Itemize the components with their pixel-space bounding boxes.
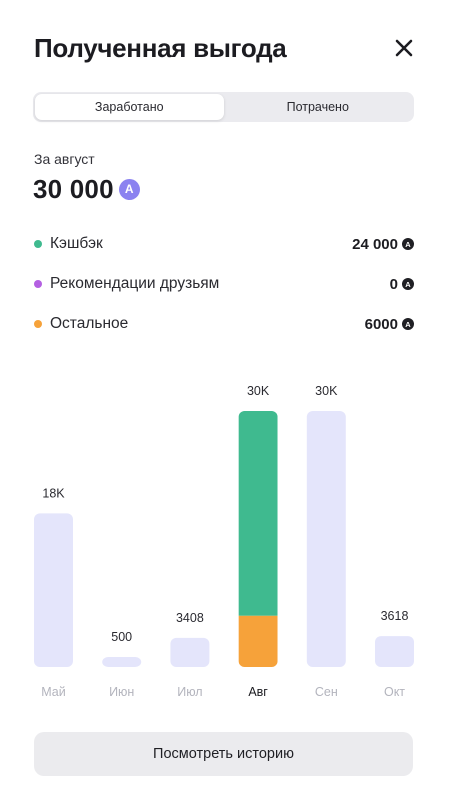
breakdown-row-other: Остальное 6000 A [34, 313, 414, 335]
bar-Июл[interactable] [170, 637, 210, 667]
bar-value-label: 30K [247, 384, 270, 398]
currency-icon: A [118, 178, 140, 200]
bar-Окт[interactable] [375, 636, 414, 667]
tab-earned[interactable]: Заработано [35, 94, 224, 120]
bar-Июн[interactable] [102, 657, 142, 667]
currency-icon: A [402, 238, 414, 250]
page-title: Полученная выгода [34, 33, 287, 63]
tab-spent[interactable]: Потрачено [286, 100, 349, 114]
bar-Май[interactable] [34, 513, 73, 667]
period-label: За август [34, 151, 95, 167]
chart-svg: 18K Май 500 Июн 3408 Июл 30K Авг 30K Сен 3618 Окт [34, 384, 414, 699]
breakdown-value: 24 000 A [352, 236, 414, 253]
total-value: 30 000 [33, 173, 114, 204]
breakdown-row-cashback: Кэшбэк 24 000 A [34, 233, 414, 255]
breakdown-label: Рекомендации друзьям [50, 275, 220, 292]
bar-segment-Кэшбэк [238, 411, 278, 616]
breakdown-value: 6000 A [365, 316, 414, 333]
breakdown-row-referrals: Рекомендации друзьям 0 A [34, 273, 414, 295]
breakdown-label: Остальное [50, 315, 129, 332]
bar-value-label: 18K [42, 486, 65, 500]
view-history-button[interactable]: Посмотреть историю [34, 732, 413, 776]
close-button[interactable] [392, 36, 416, 60]
currency-icon: A [402, 318, 414, 330]
total-amount: 30 000 A [33, 172, 140, 206]
bar-segment-Остальное [238, 615, 278, 667]
month-label[interactable]: Сен [315, 685, 338, 699]
currency-icon: A [402, 278, 414, 290]
cashback-dot [34, 240, 42, 248]
referrals-dot [34, 280, 42, 288]
breakdown-value: 0 A [390, 276, 414, 293]
bar-Авг[interactable] [238, 411, 278, 667]
bar-value-label: 500 [111, 630, 132, 644]
bar-value-label: 3408 [176, 611, 204, 625]
bar-value-label: 3618 [381, 609, 409, 623]
other-dot [34, 320, 42, 328]
monthly-bar-chart: 18K Май 500 Июн 3408 Июл 30K Авг 30K Сен 3618 Окт [0, 370, 450, 710]
month-label[interactable]: Май [41, 685, 66, 699]
header: Полученная выгода [34, 30, 416, 70]
month-label[interactable]: Июн [109, 685, 134, 699]
month-label[interactable]: Авг [248, 685, 268, 699]
period-segmented-control: Заработано Потрачено [33, 92, 414, 122]
bar-value-label: 30K [315, 384, 338, 398]
month-label[interactable]: Июл [177, 685, 202, 699]
breakdown-label: Кэшбэк [50, 235, 103, 252]
bar-Сен[interactable] [306, 411, 346, 667]
month-label[interactable]: Окт [384, 685, 405, 699]
close-icon [395, 39, 413, 57]
